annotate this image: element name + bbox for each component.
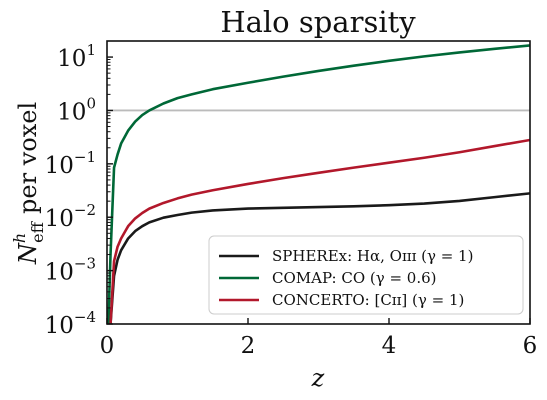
series-line-1 [107, 44, 530, 324]
y-axis-label-superscript: h [10, 233, 29, 243]
x-tick-label: 4 [382, 333, 397, 359]
y-axis-label-symbol: N [14, 242, 42, 265]
x-tick-label: 2 [241, 333, 256, 359]
x-axis-ticks: 0 2 4 6 [100, 318, 538, 359]
x-tick-label: 6 [523, 333, 538, 359]
legend-label-1: COMAP: CO (γ = 0.6) [272, 269, 437, 287]
y-axis-label-rest: per voxel [14, 102, 42, 214]
series-line-0 [109, 192, 530, 324]
x-axis-label: z [311, 364, 325, 392]
plot-frame [106, 40, 531, 325]
y-tick-label: 10−3 [45, 255, 96, 286]
y-axis-label-subscript: eff [28, 220, 47, 242]
plot-area [107, 44, 530, 324]
svg-text:Nheffper voxel: Nheff per voxel [10, 102, 47, 265]
y-tick-label: 100 [57, 94, 96, 125]
legend-label-0: SPHEREx: Hα, Oɪɪɪ (γ = 1) [272, 247, 473, 265]
legend-label-2: CONCERTO: [Cɪɪ] (γ = 1) [272, 291, 464, 309]
chart-title: Halo sparsity [220, 5, 416, 39]
x-tick-label: 0 [100, 333, 115, 359]
series-line-2 [109, 138, 530, 324]
y-tick-label: 10−4 [45, 308, 96, 339]
legend-box [208, 235, 524, 315]
y-axis-ticks: 10−4 10−3 10−2 10−1 100 101 [45, 40, 113, 339]
y-tick-label: 10−2 [45, 201, 96, 232]
y-axis-label: Nheff per voxel [10, 102, 47, 265]
y-tick-label: 10−1 [45, 148, 96, 179]
y-tick-label: 101 [57, 41, 96, 72]
legend: SPHEREx: Hα, Oɪɪɪ (γ = 1) COMAP: CO (γ = … [208, 235, 524, 315]
